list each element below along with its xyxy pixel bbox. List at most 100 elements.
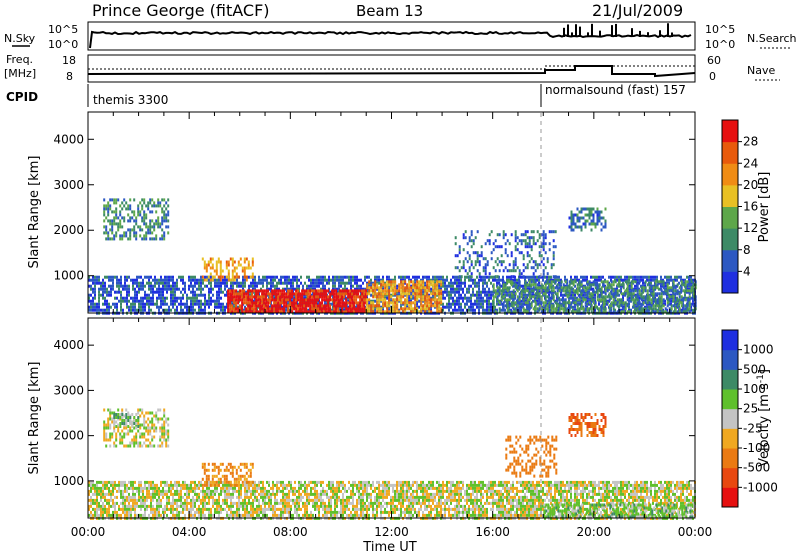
power-cell	[554, 299, 556, 303]
power-cell	[102, 281, 104, 285]
power-cell	[211, 275, 214, 279]
power-cell	[230, 287, 232, 291]
power-cell	[412, 283, 415, 287]
power-cell	[274, 275, 276, 279]
power-cell	[351, 289, 354, 293]
power-cell	[654, 307, 657, 311]
power-cell	[634, 284, 636, 288]
power-cell	[281, 295, 284, 299]
power-cell	[398, 298, 401, 302]
power-cell	[382, 298, 385, 302]
power-cell	[542, 242, 545, 246]
power-cell	[163, 234, 166, 238]
power-cell	[464, 284, 466, 288]
power-cell	[239, 307, 242, 311]
power-cell	[662, 310, 665, 314]
power-cell	[584, 284, 586, 288]
power-cell	[288, 275, 290, 279]
power-cell	[297, 310, 300, 314]
power-cell	[336, 275, 338, 279]
power-cell	[458, 248, 461, 252]
power-cell	[692, 310, 695, 314]
power-cell	[170, 302, 172, 306]
power-cell	[158, 281, 160, 285]
power-cell	[150, 302, 152, 306]
power-cell	[518, 298, 521, 302]
power-cell	[251, 263, 254, 267]
power-cell	[386, 286, 389, 290]
power-cell	[107, 213, 110, 217]
power-cell	[143, 201, 146, 205]
power-cell	[510, 278, 512, 282]
power-cell	[582, 275, 584, 279]
power-cell	[622, 301, 625, 305]
power-cell	[116, 278, 118, 282]
power-cell	[341, 289, 344, 293]
power-cell	[165, 207, 168, 211]
power-cell	[378, 286, 381, 290]
power-cell	[538, 233, 541, 237]
power-cell	[534, 275, 536, 279]
power-cell	[680, 298, 683, 302]
power-cell	[271, 298, 274, 302]
power-cell	[273, 292, 276, 296]
power-cell	[690, 280, 693, 284]
power-cell	[476, 230, 479, 234]
power-cell	[192, 302, 194, 306]
power-cell	[592, 207, 595, 211]
power-cell	[394, 310, 397, 314]
power-cell	[526, 310, 529, 314]
power-cell	[424, 284, 426, 288]
power-cell	[402, 280, 405, 284]
power-cell	[263, 298, 266, 302]
power-cell	[219, 269, 222, 273]
power-cell	[214, 305, 216, 309]
power-cell	[654, 310, 657, 314]
power-cell	[309, 292, 312, 296]
power-cell	[342, 281, 344, 285]
power-cell	[606, 299, 608, 303]
power-cell	[528, 302, 530, 306]
power-cell	[384, 292, 387, 296]
power-cell	[618, 283, 621, 287]
power-cell	[500, 254, 503, 258]
power-cell	[220, 287, 222, 291]
power-cell	[133, 228, 136, 232]
power-cell	[512, 266, 515, 270]
power-cell	[122, 308, 124, 312]
power-cell	[492, 295, 495, 299]
power-cell	[309, 298, 312, 302]
power-cell	[512, 284, 514, 288]
power-cell	[462, 287, 464, 291]
power-cell	[117, 198, 120, 202]
power-cell	[532, 242, 535, 246]
power-cell	[219, 260, 222, 264]
power-cell	[518, 310, 521, 314]
power-cell	[295, 298, 298, 302]
power-cell	[363, 301, 366, 305]
power-cell	[170, 296, 172, 300]
power-cell	[152, 287, 154, 291]
power-cell	[556, 286, 559, 290]
power-cell	[323, 295, 326, 299]
power-cell	[325, 298, 328, 302]
power-cell	[540, 233, 543, 237]
power-cell	[270, 275, 272, 279]
power-cell	[446, 278, 448, 282]
power-cell	[548, 278, 550, 282]
power-cell	[386, 301, 389, 305]
power-cell	[424, 304, 427, 308]
power-cell	[222, 281, 224, 285]
power-cell	[604, 222, 607, 226]
power-cell	[544, 283, 547, 287]
power-cell	[536, 292, 539, 296]
power-cell	[658, 301, 661, 305]
power-cell	[208, 278, 210, 282]
power-cell	[225, 260, 228, 264]
power-cell	[668, 298, 671, 302]
power-cell	[188, 296, 190, 300]
power-cell	[552, 263, 555, 267]
power-cell	[454, 266, 457, 270]
power-cell	[436, 307, 439, 311]
